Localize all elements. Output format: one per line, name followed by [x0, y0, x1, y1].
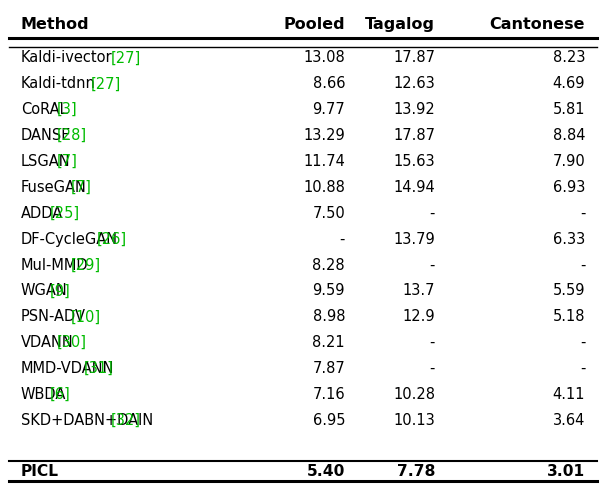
Text: 13.79: 13.79	[393, 232, 435, 247]
Text: 7.87: 7.87	[312, 361, 345, 376]
Text: 8.66: 8.66	[313, 77, 345, 91]
Text: 7.90: 7.90	[553, 154, 585, 169]
Text: Kaldi-tdnn: Kaldi-tdnn	[21, 77, 96, 91]
Text: [27]: [27]	[90, 77, 121, 91]
Text: 7.78: 7.78	[397, 464, 435, 479]
Text: [28]: [28]	[57, 128, 87, 143]
Text: 8.84: 8.84	[553, 128, 585, 143]
Text: CoRAL: CoRAL	[21, 102, 67, 117]
Text: 4.11: 4.11	[553, 387, 585, 402]
Text: 6.93: 6.93	[553, 180, 585, 195]
Text: 5.18: 5.18	[553, 309, 585, 325]
Text: ADDA: ADDA	[21, 206, 63, 221]
Text: [25]: [25]	[50, 206, 80, 221]
Text: 9.77: 9.77	[312, 102, 345, 117]
Text: -: -	[430, 257, 435, 273]
Text: [6]: [6]	[50, 387, 71, 402]
Text: 10.88: 10.88	[303, 180, 345, 195]
Text: Method: Method	[21, 17, 90, 32]
Text: 11.74: 11.74	[303, 154, 345, 169]
Text: 5.40: 5.40	[307, 464, 345, 479]
Text: 12.9: 12.9	[402, 309, 435, 325]
Text: PICL: PICL	[21, 464, 59, 479]
Text: 13.92: 13.92	[393, 102, 435, 117]
Text: 8.28: 8.28	[313, 257, 345, 273]
Text: WGAN: WGAN	[21, 284, 67, 298]
Text: WBDA: WBDA	[21, 387, 66, 402]
Text: 3.01: 3.01	[547, 464, 585, 479]
Text: 8.23: 8.23	[553, 50, 585, 66]
Text: Cantonese: Cantonese	[490, 17, 585, 32]
Text: Mul-MMD: Mul-MMD	[21, 257, 88, 273]
Text: [29]: [29]	[70, 257, 101, 273]
Text: [7]: [7]	[70, 180, 91, 195]
Text: DF-CycleGAN: DF-CycleGAN	[21, 232, 118, 247]
Text: [7]: [7]	[57, 154, 78, 169]
Text: 13.08: 13.08	[303, 50, 345, 66]
Text: Tagalog: Tagalog	[365, 17, 435, 32]
Text: 9.59: 9.59	[313, 284, 345, 298]
Text: 3.64: 3.64	[553, 413, 585, 428]
Text: PSN-ADV: PSN-ADV	[21, 309, 86, 325]
Text: [3]: [3]	[57, 102, 78, 117]
Text: 13.29: 13.29	[303, 128, 345, 143]
Text: [9]: [9]	[50, 284, 71, 298]
Text: -: -	[580, 361, 585, 376]
Text: -: -	[580, 335, 585, 350]
Text: SKD+DABN+DAIN: SKD+DABN+DAIN	[21, 413, 153, 428]
Text: -: -	[430, 335, 435, 350]
Text: 8.21: 8.21	[313, 335, 345, 350]
Text: 14.94: 14.94	[393, 180, 435, 195]
Text: 6.33: 6.33	[553, 232, 585, 247]
Text: 10.13: 10.13	[393, 413, 435, 428]
Text: FuseGAN: FuseGAN	[21, 180, 87, 195]
Text: 5.81: 5.81	[553, 102, 585, 117]
Text: 6.95: 6.95	[313, 413, 345, 428]
Text: LSGAN: LSGAN	[21, 154, 70, 169]
Text: VDANN: VDANN	[21, 335, 73, 350]
Text: [26]: [26]	[97, 232, 127, 247]
Text: 7.50: 7.50	[312, 206, 345, 221]
Text: [30]: [30]	[57, 335, 87, 350]
Text: 17.87: 17.87	[393, 50, 435, 66]
Text: Kaldi-ivector: Kaldi-ivector	[21, 50, 113, 66]
Text: -: -	[430, 206, 435, 221]
Text: [10]: [10]	[70, 309, 101, 325]
Text: 5.59: 5.59	[553, 284, 585, 298]
Text: [32]: [32]	[111, 413, 141, 428]
Text: 15.63: 15.63	[393, 154, 435, 169]
Text: [27]: [27]	[111, 50, 141, 66]
Text: -: -	[580, 257, 585, 273]
Text: 13.7: 13.7	[402, 284, 435, 298]
Text: -: -	[580, 206, 585, 221]
Text: 4.69: 4.69	[553, 77, 585, 91]
Text: -: -	[339, 232, 345, 247]
Text: 8.98: 8.98	[313, 309, 345, 325]
Text: 10.28: 10.28	[393, 387, 435, 402]
Text: MMD-VDANN: MMD-VDANN	[21, 361, 115, 376]
Text: 17.87: 17.87	[393, 128, 435, 143]
Text: 7.16: 7.16	[313, 387, 345, 402]
Text: DANSE: DANSE	[21, 128, 71, 143]
Text: 12.63: 12.63	[393, 77, 435, 91]
Text: -: -	[430, 361, 435, 376]
Text: Pooled: Pooled	[284, 17, 345, 32]
Text: [31]: [31]	[84, 361, 113, 376]
